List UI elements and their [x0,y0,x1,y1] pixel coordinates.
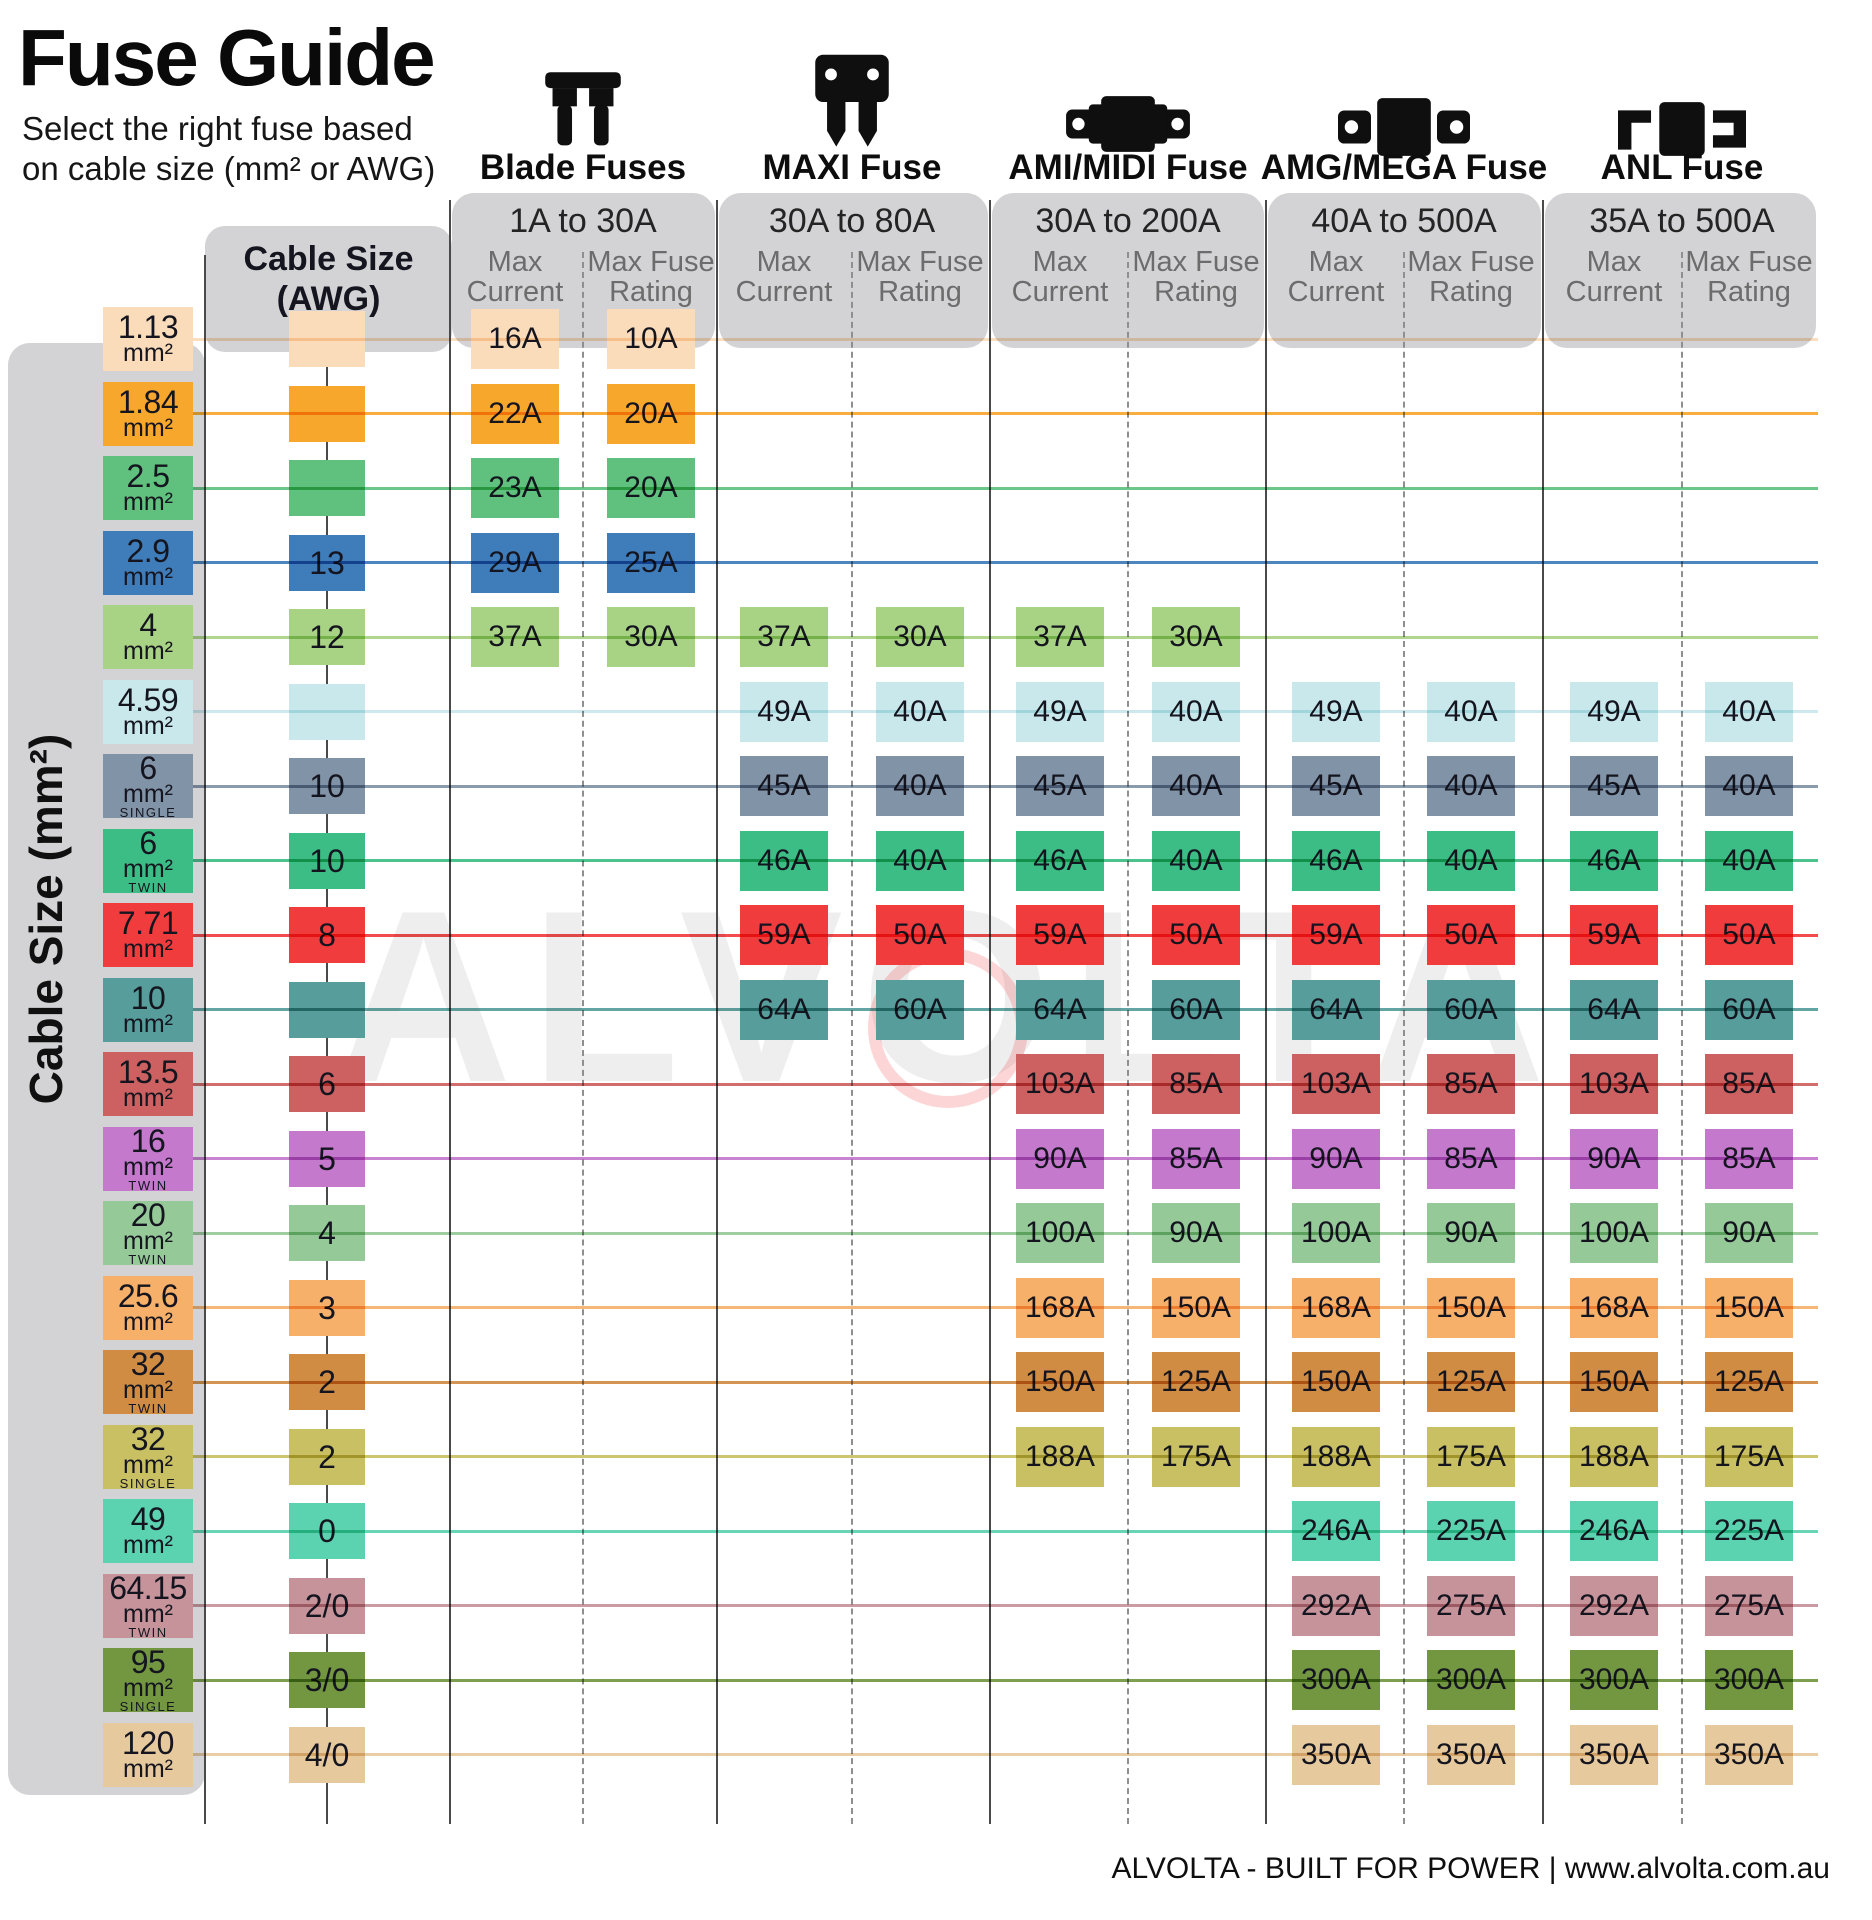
cable-size-mm2-box: 64.15 mm² TWIN [103,1572,193,1639]
cable-size-mm2-box: 1.13 mm² [103,307,193,371]
cable-row-line [193,1679,1818,1682]
cable-row-line [193,487,1818,490]
cable-row-line [193,636,1818,639]
cable-size-mm2-box: 7.71 mm² [103,903,193,967]
subcolumn-label-blade-current: Max Current [466,246,564,309]
cable-size-mm2-box: 2.9 mm² [103,531,193,595]
grid-vline [449,200,451,1824]
grid-vline [716,200,718,1824]
fuse-type-panel-maxi [719,193,988,348]
grid-vline-dashed [1681,252,1683,1824]
grid-vline-dashed [582,252,584,1824]
cable-size-mm2-box: 6 mm² TWIN [103,827,193,894]
cable-size-mm2-box: 4 mm² [103,605,193,669]
subcolumn-label-ami-rating: Max Fuse Rating [1132,246,1260,309]
grid-vline [204,255,206,1824]
subcolumn-label-maxi-current: Max Current [735,246,833,309]
left-axis-label: Cable Size (mm²) [20,733,72,1105]
fuse-type-range-anl: 35A to 500A [1589,202,1775,240]
cable-row-line [193,1604,1818,1607]
cable-row-line [193,1455,1818,1458]
fuse-type-name-maxi: MAXI Fuse [762,148,942,187]
cable-size-mm2-box: 16 mm² TWIN [103,1125,193,1192]
cable-size-mm2-box: 10 mm² [103,978,193,1042]
cable-size-mm2-box: 6 mm² SINGLE [103,752,193,819]
cable-size-mm2-box: 32 mm² TWIN [103,1348,193,1415]
cable-row-line [193,710,1818,713]
grid-vline [1265,200,1267,1824]
cable-row-line [193,785,1818,788]
cable-size-mm2-box: 49 mm² [103,1499,193,1563]
cable-row-line [193,934,1818,937]
awg-header-line-1: Cable Size [243,240,414,278]
page-subtitle-line-1: Select the right fuse based [22,110,413,147]
subcolumn-label-anl-rating: Max Fuse Rating [1685,246,1813,309]
cable-size-mm2-box: 95 mm² SINGLE [103,1646,193,1713]
fuse-type-name-amg: AMG/MEGA Fuse [1260,148,1548,187]
subcolumn-label-amg-current: Max Current [1287,246,1385,309]
cable-row-line [193,859,1818,862]
amg-mega-fuse-icon [1338,98,1470,156]
subcolumn-label-ami-current: Max Current [1011,246,1109,309]
subcolumn-label-anl-current: Max Current [1565,246,1663,309]
cable-size-mm2-box: 2.5 mm² [103,456,193,520]
fuse-type-name-blade: Blade Fuses [479,148,687,187]
page-title: Fuse Guide [18,13,436,102]
footer-credit: ALVOLTA - BUILT FOR POWER | www.alvolta.… [1111,1852,1830,1885]
grid-vline [1542,200,1544,1824]
fuse-type-range-blade: 1A to 30A [509,202,657,240]
cable-row-line [193,1306,1818,1309]
fuse-type-range-amg: 40A to 500A [1311,202,1497,240]
cable-size-mm2-box: 4.59 mm² [103,680,193,744]
grid-vline [989,200,991,1824]
cable-size-mm2-box: 1.84 mm² [103,382,193,446]
cable-row-line [193,338,1818,341]
grid-vline-dashed [1403,252,1405,1824]
cable-row-line [193,1083,1818,1086]
maxi-fuse-icon [810,50,894,154]
cable-row-line [193,412,1818,415]
fuse-type-name-anl: ANL Fuse [1600,148,1764,187]
cable-size-mm2-box: 25.6 mm² [103,1276,193,1340]
subcolumn-label-amg-rating: Max Fuse Rating [1407,246,1535,309]
cable-size-mm2-box: 32 mm² SINGLE [103,1423,193,1490]
grid-vline-dashed [1127,252,1129,1824]
blade-fuse-icon [544,68,622,152]
ami-midi-fuse-icon [1065,92,1191,156]
grid-vline-dashed [851,252,853,1824]
fuse-type-name-ami: AMI/MIDI Fuse [1008,148,1248,187]
cable-row-line [193,1008,1818,1011]
anl-fuse-icon [1618,102,1746,156]
cable-row-line [193,1381,1818,1384]
subcolumn-label-maxi-rating: Max Fuse Rating [856,246,984,309]
fuse-type-panel-anl [1545,193,1816,348]
cable-size-mm2-box: 20 mm² TWIN [103,1199,193,1266]
cable-size-mm2-box: 13.5 mm² [103,1052,193,1116]
cable-row-line [193,561,1818,564]
cable-row-line [193,1530,1818,1533]
cable-row-line [193,1753,1818,1756]
fuse-type-range-ami: 30A to 200A [1035,202,1221,240]
cable-size-mm2-box: 120 mm² [103,1723,193,1787]
page-subtitle-line-2: on cable size (mm² or AWG) [22,150,436,187]
cable-row-line [193,1232,1818,1235]
cable-row-line [193,1157,1818,1160]
fuse-type-range-maxi: 30A to 80A [768,202,936,240]
subcolumn-label-blade-rating: Max Fuse Rating [587,246,715,309]
